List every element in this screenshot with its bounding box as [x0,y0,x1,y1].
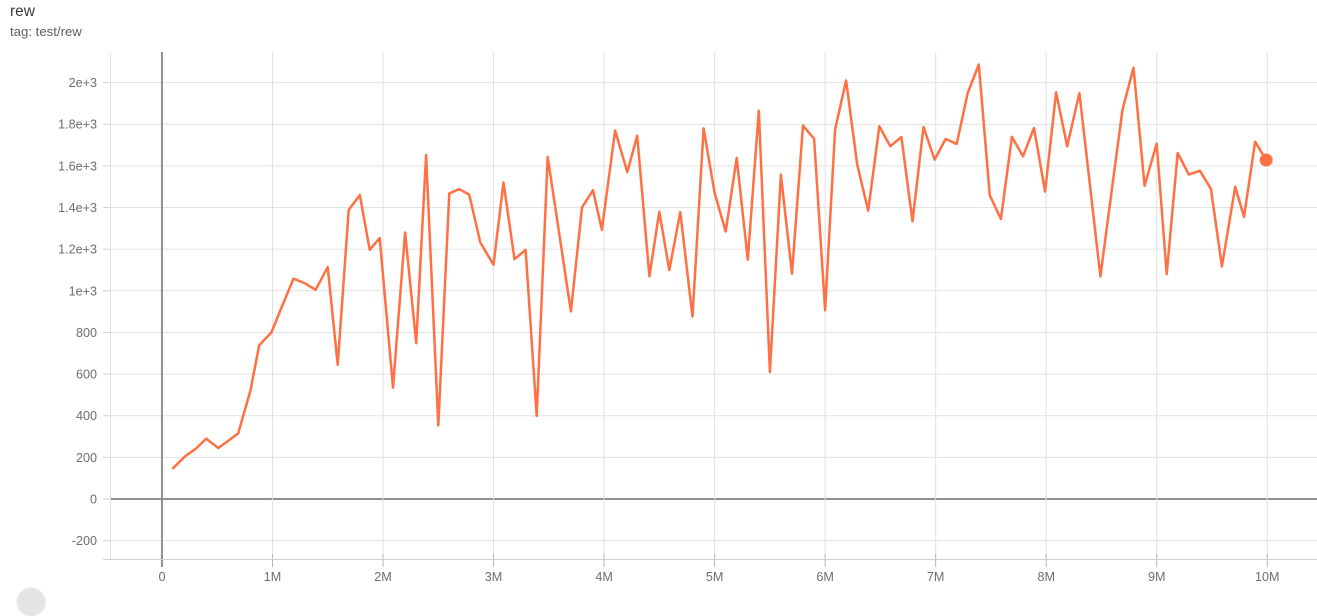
y-tick-label: 400 [76,409,97,423]
x-tick-label: 4M [595,570,613,584]
y-tick-label: 600 [76,368,97,382]
x-tick-label: 8M [1037,570,1055,584]
chart-title: rew [10,3,35,20]
y-tick-label: 0 [90,492,97,506]
x-tick-label: 1M [264,570,282,584]
axis-tick-labels: -200 0 200 400 600 800 1e+3 1.2e+3 1.4e+3 1.6e+3 1… [58,76,1279,584]
chart-header: rew tag: test/rew [10,3,82,39]
y-tick-label: 2e+3 [69,76,97,90]
y-tick-label: 1.4e+3 [58,201,97,215]
y-tick-label: -200 [72,534,97,548]
x-tick-label: 3M [485,570,503,584]
y-tick-label: 1.8e+3 [58,118,97,132]
y-tick-label: 800 [76,326,97,340]
y-tick-label: 1.6e+3 [58,159,97,173]
series-endpoint-marker[interactable] [1259,153,1273,167]
x-tick-label: 6M [816,570,834,584]
y-tick-label: 1e+3 [69,284,97,298]
gridlines [103,52,1317,567]
y-tick-label: 200 [76,451,97,465]
x-tick-label: 0 [158,570,165,584]
x-tick-label: 10M [1255,570,1280,584]
x-tick-label: 7M [927,570,945,584]
chart-plot-area[interactable]: -200 0 200 400 600 800 1e+3 1.2e+3 1.4e+3 1.6e+3 1… [0,0,1317,597]
series-line[interactable] [171,63,1268,470]
x-tick-label: 5M [706,570,724,584]
card-action-button[interactable] [17,588,45,616]
y-tick-label: 1.2e+3 [58,243,97,257]
x-tick-label: 2M [374,570,392,584]
chart-tag-subtitle: tag: test/rew [10,23,82,39]
x-tick-label: 9M [1148,570,1166,584]
